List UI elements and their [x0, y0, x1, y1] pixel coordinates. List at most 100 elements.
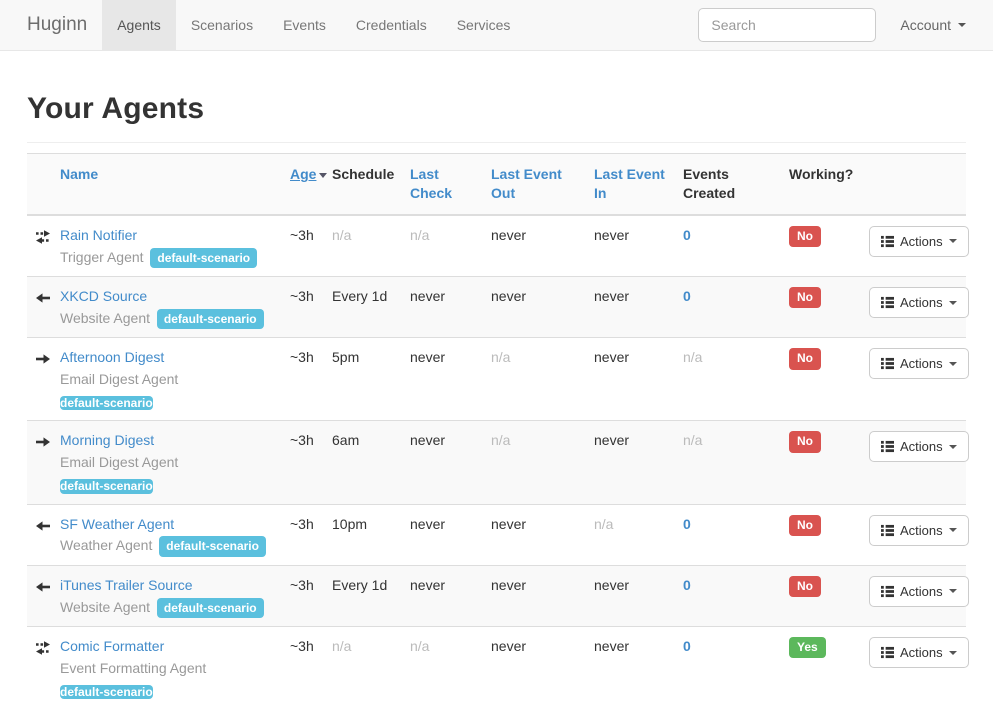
last-event-in-cell: n/a — [586, 503, 675, 566]
sort-by-last-event-in-link[interactable]: Last Event In — [594, 166, 665, 201]
last-event-out-cell: never — [483, 564, 586, 627]
nav-item-events[interactable]: Events — [268, 0, 341, 50]
last-event-in-cell: never — [586, 564, 675, 627]
working-badge[interactable]: No — [789, 287, 821, 309]
account-menu[interactable]: Account — [900, 17, 966, 33]
working-cell: No — [781, 214, 861, 277]
last-event-in-cell: never — [586, 214, 675, 277]
list-icon — [881, 358, 894, 370]
events-created-value[interactable]: 0 — [683, 576, 691, 593]
sort-by-last-check-link[interactable]: Last Check — [410, 166, 453, 201]
events-created-value[interactable]: 0 — [683, 638, 691, 655]
actions-button-label: Actions — [900, 439, 943, 455]
scenario-badge[interactable]: default-scenario — [156, 308, 264, 330]
agent-type-label: Trigger Agent — [60, 248, 144, 265]
nav-item-agents[interactable]: Agents — [102, 0, 176, 50]
scenario-badge[interactable]: default-scenario — [60, 396, 153, 411]
events-created-value[interactable]: 0 — [683, 515, 691, 532]
actions-button[interactable]: Actions — [869, 287, 969, 319]
events-created-value[interactable]: 0 — [683, 288, 691, 305]
last-check-value: n/a — [410, 638, 430, 655]
actions-button[interactable]: Actions — [869, 225, 969, 257]
scenario-badge[interactable]: default-scenario — [159, 536, 266, 557]
actions-cell: Actions — [861, 626, 969, 710]
agent-type-label: Event Formatting Agent — [60, 660, 207, 676]
agent-name-link[interactable]: Morning Digest — [60, 432, 155, 449]
last-event-in-value: never — [594, 638, 630, 655]
name-cell: Afternoon Digest Email Digest Agent defa… — [52, 337, 282, 421]
scenario-badge[interactable]: default-scenario — [60, 684, 153, 700]
events-created-cell: 0 — [675, 564, 781, 627]
age-cell: ~3h — [282, 420, 324, 505]
last-event-in-cell: never — [586, 420, 675, 505]
working-badge[interactable]: Yes — [789, 637, 826, 659]
agent-row: XKCD Source Website Agent default-scenar… — [27, 276, 969, 338]
last-event-in-cell: never — [586, 337, 675, 421]
actions-cell: Actions — [861, 564, 969, 627]
sort-by-last-event-out-link[interactable]: Last Event Out — [491, 166, 562, 201]
agent-name-link[interactable]: iTunes Trailer Source — [60, 576, 193, 593]
schedule-cell: n/a — [324, 214, 402, 277]
working-cell: No — [781, 503, 861, 566]
actions-button[interactable]: Actions — [869, 575, 969, 607]
age-value: ~3h — [290, 432, 314, 449]
events-created-value[interactable]: 0 — [683, 226, 691, 243]
search-input[interactable] — [698, 8, 877, 42]
agent-type-label: Website Agent — [60, 598, 151, 615]
events-created-cell: 0 — [675, 214, 781, 277]
nav-item-credentials[interactable]: Credentials — [341, 0, 442, 50]
last-check-value: never — [410, 349, 446, 366]
actions-cell: Actions — [861, 420, 969, 505]
agent-subtitle: Website Agent default-scenario — [60, 308, 274, 330]
actions-button[interactable]: Actions — [869, 637, 969, 669]
last-event-out-value: never — [491, 638, 527, 655]
working-badge[interactable]: No — [789, 514, 821, 536]
last-event-out-value: n/a — [491, 349, 511, 366]
age-value: ~3h — [290, 515, 314, 532]
working-badge[interactable]: No — [789, 575, 821, 598]
schedule-cell: Every 1d — [324, 276, 402, 338]
agent-name-link[interactable]: Rain Notifier — [60, 226, 138, 243]
scenario-badge[interactable]: default-scenario — [150, 247, 258, 269]
actions-button-label: Actions — [900, 583, 943, 599]
sort-by-name-link[interactable]: Name — [60, 166, 99, 182]
agent-name-link[interactable]: XKCD Source — [60, 288, 148, 305]
list-icon — [881, 647, 894, 659]
actions-button[interactable]: Actions — [869, 431, 969, 463]
last-event-in-value: never — [594, 576, 630, 593]
brand-link[interactable]: Huginn — [27, 14, 88, 35]
sort-by-age-link[interactable]: Age — [290, 166, 317, 182]
navbar-right: Account — [698, 0, 993, 50]
working-badge[interactable]: No — [789, 348, 821, 370]
events-created-value: n/a — [683, 432, 703, 449]
agent-name-link[interactable]: SF Weather Agent — [60, 515, 175, 532]
agent-subtitle: Event Formatting Agent default-scenario — [60, 659, 274, 700]
schedule-value: Every 1d — [332, 288, 388, 305]
scenario-badge[interactable]: default-scenario — [156, 597, 264, 619]
last-event-out-cell: never — [483, 626, 586, 710]
scenario-badge[interactable]: default-scenario — [60, 479, 153, 494]
actions-button-label: Actions — [900, 295, 943, 311]
actions-button-label: Actions — [900, 522, 943, 538]
bidirectional-dashed-arrows-icon — [36, 229, 50, 244]
age-cell: ~3h — [282, 626, 324, 710]
emits-events-arrow-icon — [36, 354, 50, 364]
events-created-cell: 0 — [675, 503, 781, 566]
actions-cell: Actions — [861, 276, 969, 338]
caret-down-icon — [948, 528, 957, 533]
nav-item-scenarios[interactable]: Scenarios — [176, 0, 268, 50]
agent-name-link[interactable]: Afternoon Digest — [60, 349, 165, 366]
agent-subtitle: Trigger Agent default-scenario — [60, 247, 274, 269]
agent-name-link[interactable]: Comic Formatter — [60, 638, 165, 655]
age-value: ~3h — [290, 226, 314, 243]
caret-down-icon — [948, 589, 957, 594]
working-badge[interactable]: No — [789, 431, 821, 453]
list-icon — [881, 296, 894, 309]
schedule-value: 10pm — [332, 515, 368, 532]
actions-button[interactable]: Actions — [869, 514, 969, 546]
working-badge[interactable]: No — [789, 225, 821, 247]
nav-item-services[interactable]: Services — [442, 0, 526, 50]
actions-button[interactable]: Actions — [869, 348, 969, 380]
list-icon — [881, 441, 894, 453]
agent-row: Comic Formatter Event Formatting Agent d… — [27, 626, 969, 710]
